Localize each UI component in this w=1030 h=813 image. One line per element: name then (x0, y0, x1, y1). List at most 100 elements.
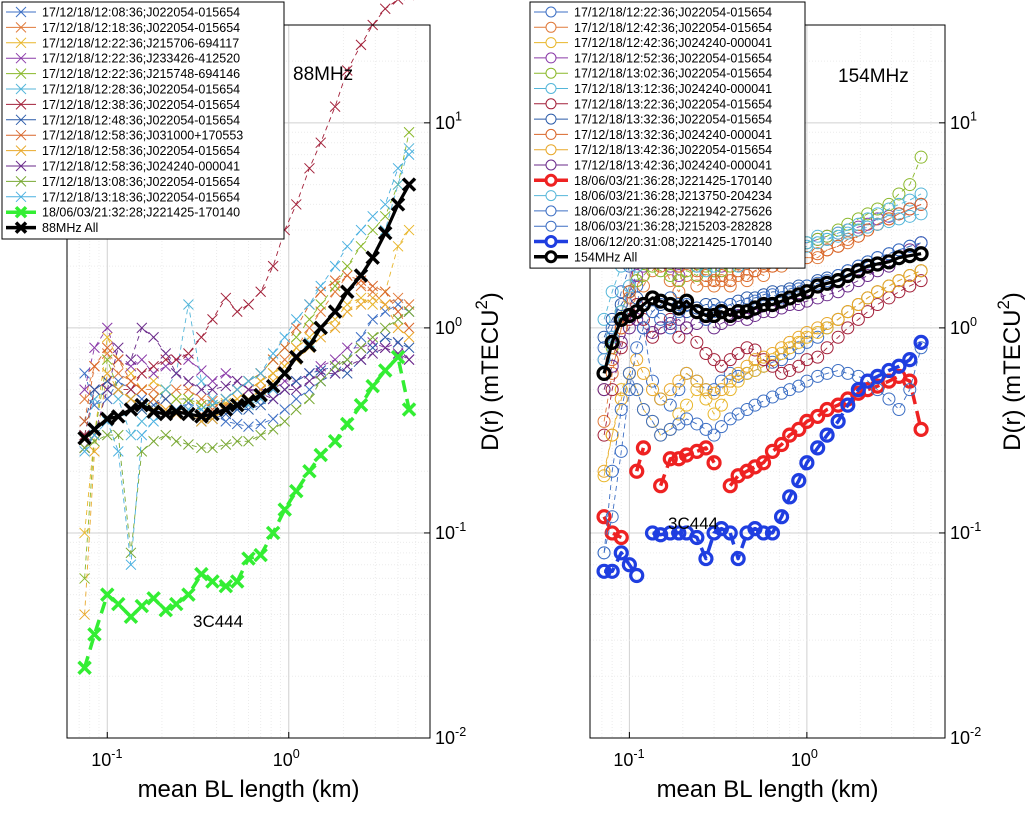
data-point (741, 342, 753, 354)
legend-label: 17/12/18/12:22:36;J022054-015654 (574, 6, 772, 20)
data-point (89, 361, 99, 371)
data-point (149, 394, 159, 404)
data-point (256, 430, 266, 440)
data-point (355, 399, 367, 411)
data-point (304, 314, 314, 324)
legend-label: 17/12/18/13:32:36;J024240-000041 (574, 128, 772, 142)
data-point (915, 336, 927, 348)
legend-entry: 17/12/18/12:58:36;J031000+170553 (6, 129, 243, 143)
data-point (290, 485, 302, 497)
legend-label: 17/12/18/12:22:36;J233426-412520 (42, 52, 240, 66)
data-point (161, 349, 171, 359)
legend-label: 18/06/03/21:32:28;J221425-170140 (42, 206, 240, 220)
data-point (280, 416, 290, 426)
data-point (304, 394, 314, 404)
data-point (232, 307, 242, 317)
data-point (393, 0, 403, 4)
annotation-label: 3C444 (668, 514, 718, 533)
data-point (148, 592, 160, 604)
data-point (367, 380, 379, 392)
y-tick-label: 10-2 (435, 725, 466, 748)
data-point (691, 418, 703, 430)
legend-label: 17/12/18/12:42:36;J024240-000041 (574, 36, 772, 50)
legend-label: 17/12/18/12:08:36;J022054-015654 (42, 6, 240, 20)
data-point (137, 416, 147, 426)
data-point (404, 307, 414, 317)
data-point (304, 368, 314, 378)
data-point (206, 575, 218, 587)
data-point (655, 313, 667, 325)
legend-entry: 18/06/03/21:32:28;J221425-170140 (6, 206, 240, 220)
annotation-label: 3C444 (193, 612, 243, 631)
data-point (316, 281, 326, 291)
data-point (171, 436, 181, 446)
legend-entry: 17/12/18/13:08:36;J022054-015654 (6, 175, 240, 189)
x-tick-label: 10-1 (91, 747, 122, 770)
data-point (368, 349, 378, 359)
data-point (89, 394, 99, 404)
legend-label: 18/06/03/21:36:28;J215203-282828 (574, 220, 772, 234)
data-point (170, 598, 182, 610)
data-point (341, 286, 353, 298)
legend: 17/12/18/12:08:36;J022054-01565417/12/18… (2, 2, 284, 239)
data-point (330, 287, 340, 297)
data-point (125, 611, 137, 623)
data-point (136, 600, 148, 612)
data-point (268, 368, 278, 378)
data-point (126, 376, 136, 386)
data-point (232, 385, 242, 395)
data-point (291, 394, 301, 404)
data-point (329, 435, 341, 447)
chart-title: 154MHz (838, 66, 909, 87)
series-14 (598, 237, 927, 559)
data-point (221, 293, 231, 303)
legend-label: 17/12/18/12:28:36;J022054-015654 (42, 83, 240, 97)
data-point (207, 314, 217, 324)
legend: 17/12/18/12:22:36;J022054-015654 17/12/18… (530, 2, 805, 268)
legend-label: 17/12/18/12:22:36;J215748-694146 (42, 67, 240, 81)
legend-label: 154MHz All (574, 250, 637, 264)
data-point (664, 270, 676, 282)
data-point (393, 307, 403, 317)
data-point (700, 348, 712, 360)
data-point (368, 281, 378, 291)
y-axis-label: D(r) (mTECU2) (472, 292, 504, 451)
data-point (356, 241, 366, 251)
data-point (356, 300, 366, 310)
data-point (368, 293, 378, 303)
data-point (368, 314, 378, 324)
x-tick-label: 100 (273, 747, 300, 770)
legend-label: 17/12/18/12:48:36;J022054-015654 (42, 113, 240, 127)
legend-entry: 17/12/18/12:18:36;J022054-015654 (6, 21, 240, 35)
data-point (893, 403, 905, 415)
legend-label: 88MHz All (42, 221, 98, 235)
data-point (342, 307, 352, 317)
data-point (330, 361, 340, 371)
data-point (330, 276, 340, 286)
data-point (341, 418, 353, 430)
legend-label: 17/12/18/13:32:36;J022054-015654 (574, 113, 772, 127)
legend-entry: 17/12/18/12:48:36;J022054-015654 (6, 113, 240, 127)
data-point (232, 376, 242, 386)
data-point (280, 385, 290, 395)
legend-label: 17/12/18/13:42:36;J024240-000041 (574, 159, 772, 173)
y-tick-label: 10-1 (950, 520, 981, 543)
data-point (196, 376, 206, 386)
data-point (113, 394, 123, 404)
data-point (291, 314, 301, 324)
data-point (368, 337, 378, 347)
data-point (915, 423, 927, 435)
data-point (149, 361, 159, 371)
data-point (316, 138, 326, 148)
data-point (126, 394, 136, 404)
data-point (280, 343, 290, 353)
y-tick-label: 101 (950, 110, 977, 133)
series-12 (598, 370, 927, 543)
data-point (749, 354, 761, 366)
data-point (355, 270, 367, 282)
data-point (196, 394, 206, 404)
data-point (161, 394, 171, 404)
data-point (393, 337, 403, 347)
data-point (342, 241, 352, 251)
data-point (316, 300, 326, 310)
